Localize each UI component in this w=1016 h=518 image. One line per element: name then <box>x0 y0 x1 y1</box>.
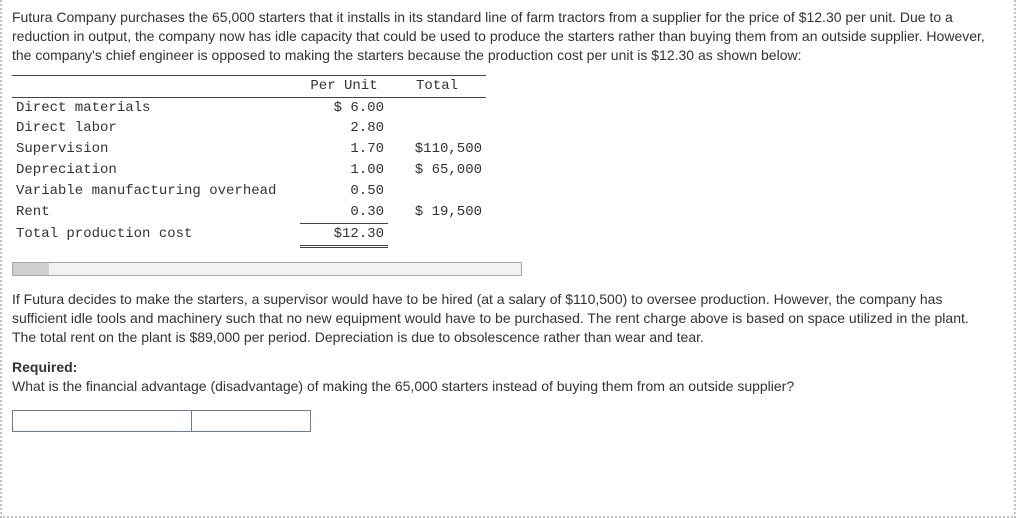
scrollbar-thumb[interactable] <box>13 263 49 275</box>
intro-paragraph: Futura Company purchases the 65,000 star… <box>12 8 992 65</box>
row-label: Direct labor <box>12 118 300 139</box>
answer-input-row <box>12 410 1004 432</box>
col-header-total: Total <box>388 75 486 97</box>
row-label: Depreciation <box>12 160 300 181</box>
table-row: Rent 0.30 $ 19,500 <box>12 202 486 223</box>
row-total <box>388 97 486 118</box>
production-cost-table: Per Unit Total Direct materials $ 6.00 D… <box>12 75 486 248</box>
answer-field-2[interactable] <box>191 410 311 432</box>
row-per-unit: 0.50 <box>300 181 388 202</box>
required-question: What is the financial advantage (disadva… <box>12 378 794 394</box>
required-label: Required: <box>12 359 77 375</box>
table-row: Supervision 1.70 $110,500 <box>12 139 486 160</box>
row-label: Direct materials <box>12 97 300 118</box>
table-row: Depreciation 1.00 $ 65,000 <box>12 160 486 181</box>
table-row: Direct labor 2.80 <box>12 118 486 139</box>
row-label: Variable manufacturing overhead <box>12 181 300 202</box>
row-total <box>388 223 486 246</box>
horizontal-scrollbar[interactable] <box>12 262 522 276</box>
row-total <box>388 181 486 202</box>
table-row: Variable manufacturing overhead 0.50 <box>12 181 486 202</box>
row-label: Supervision <box>12 139 300 160</box>
followup-paragraph: If Futura decides to make the starters, … <box>12 290 992 347</box>
table-row-total: Total production cost $12.30 <box>12 223 486 246</box>
table-row: Direct materials $ 6.00 <box>12 97 486 118</box>
row-per-unit: 1.70 <box>300 139 388 160</box>
col-header-per-unit: Per Unit <box>300 75 388 97</box>
answer-field-1[interactable] <box>12 410 192 432</box>
row-per-unit: 1.00 <box>300 160 388 181</box>
row-label: Total production cost <box>12 223 300 246</box>
row-per-unit: 0.30 <box>300 202 388 223</box>
row-per-unit: 2.80 <box>300 118 388 139</box>
row-label: Rent <box>12 202 300 223</box>
row-total: $110,500 <box>388 139 486 160</box>
row-total: $ 65,000 <box>388 160 486 181</box>
row-per-unit: $12.30 <box>300 223 388 246</box>
row-total: $ 19,500 <box>388 202 486 223</box>
col-header-blank <box>12 75 300 97</box>
row-per-unit: $ 6.00 <box>300 97 388 118</box>
row-total <box>388 118 486 139</box>
